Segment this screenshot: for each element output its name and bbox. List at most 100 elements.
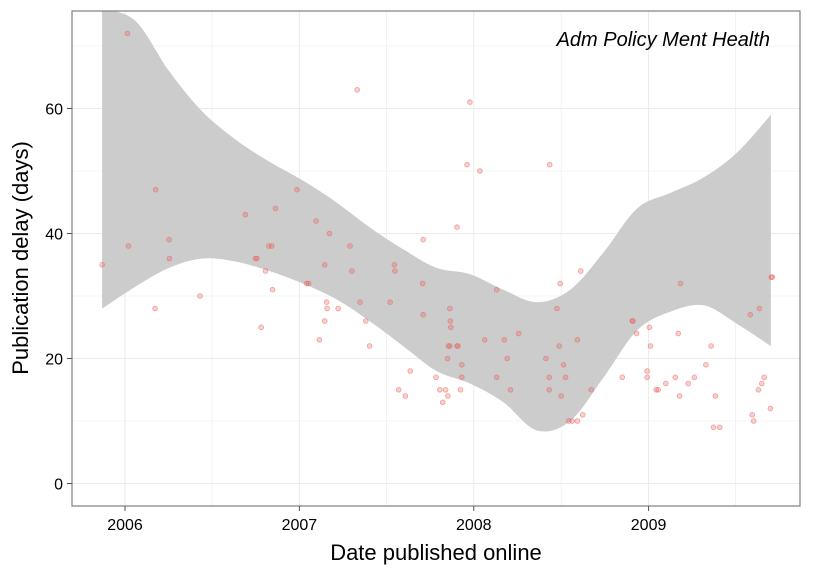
data-point — [455, 343, 461, 349]
data-point — [477, 168, 483, 174]
data-point — [562, 374, 569, 381]
data-point — [272, 205, 279, 212]
data-point — [258, 324, 265, 331]
x-axis-title: Date published online — [330, 540, 542, 565]
data-point — [464, 161, 470, 168]
data-point — [769, 274, 776, 281]
data-point — [481, 336, 488, 343]
data-point — [750, 418, 757, 424]
data-point — [633, 330, 640, 337]
data-point — [685, 380, 691, 387]
data-point — [439, 399, 446, 406]
data-point — [347, 243, 353, 249]
data-point — [321, 318, 328, 324]
data-point — [546, 386, 552, 393]
data-point — [152, 186, 159, 193]
data-point — [166, 236, 172, 243]
data-point — [458, 374, 465, 381]
data-point — [395, 386, 402, 393]
data-point — [691, 374, 698, 381]
x-tick-label: 2006 — [107, 517, 143, 534]
data-point — [588, 386, 594, 393]
data-point — [447, 343, 453, 349]
data-point — [442, 386, 449, 393]
data-point — [152, 305, 158, 312]
y-tick-label: 40 — [45, 227, 63, 244]
data-point — [703, 361, 709, 368]
data-point — [444, 355, 451, 362]
data-point — [560, 361, 567, 368]
confidence-band — [102, 11, 771, 432]
data-point — [558, 393, 564, 399]
data-point — [467, 99, 473, 105]
data-point — [407, 368, 414, 374]
data-point — [756, 305, 763, 312]
data-point — [294, 186, 300, 193]
data-point — [313, 218, 319, 224]
data-point — [677, 280, 684, 287]
data-point — [501, 336, 508, 343]
data-points — [99, 30, 776, 431]
data-point — [767, 405, 774, 412]
data-point — [447, 318, 454, 324]
data-point — [265, 243, 272, 249]
data-point — [268, 243, 275, 249]
data-point — [252, 255, 259, 262]
data-point — [554, 305, 560, 312]
data-point — [644, 368, 650, 374]
data-point — [326, 230, 333, 237]
data-point — [493, 374, 500, 381]
data-point — [419, 280, 426, 287]
x-tick-label: 2008 — [456, 517, 492, 534]
data-point — [653, 386, 659, 393]
data-point — [357, 299, 363, 306]
data-point — [447, 324, 454, 331]
data-point — [166, 255, 173, 262]
data-point — [242, 211, 249, 218]
data-point — [402, 393, 409, 399]
data-point — [546, 374, 552, 381]
data-point — [629, 318, 636, 324]
data-point — [125, 243, 132, 249]
data-point — [436, 386, 443, 393]
data-point — [710, 424, 717, 431]
data-point — [362, 318, 369, 324]
data-point — [579, 411, 586, 418]
data-point — [712, 393, 719, 399]
data-point — [676, 393, 683, 399]
data-point — [354, 87, 361, 93]
data-point — [655, 386, 661, 393]
data-point — [675, 330, 681, 337]
x-tick-label: 2009 — [631, 517, 667, 534]
data-point — [323, 299, 330, 306]
data-point — [321, 261, 328, 268]
x-tick-label: 2007 — [282, 517, 318, 534]
data-point — [577, 268, 584, 274]
data-point — [749, 411, 755, 418]
data-point — [543, 355, 549, 362]
data-point — [433, 374, 439, 381]
data-point — [515, 330, 522, 337]
data-point — [646, 324, 653, 331]
data-point — [447, 305, 453, 312]
data-point — [507, 386, 514, 393]
data-point — [569, 418, 575, 424]
data-point — [457, 386, 464, 393]
data-point — [747, 311, 754, 318]
data-point — [716, 424, 723, 431]
data-point — [672, 374, 679, 381]
data-point — [387, 299, 393, 306]
data-point — [755, 386, 762, 393]
data-point — [269, 286, 276, 293]
data-point — [644, 374, 650, 381]
y-axis-title: Publication delay (days) — [8, 141, 33, 375]
data-point — [335, 305, 341, 312]
data-point — [305, 280, 312, 287]
data-point — [647, 343, 654, 349]
data-point — [761, 374, 767, 381]
data-point — [556, 343, 562, 349]
data-point — [349, 268, 355, 274]
axes: 0 20 40 60 2006 2007 2008 2009 — [45, 102, 666, 535]
y-tick-label: 0 — [54, 477, 63, 494]
